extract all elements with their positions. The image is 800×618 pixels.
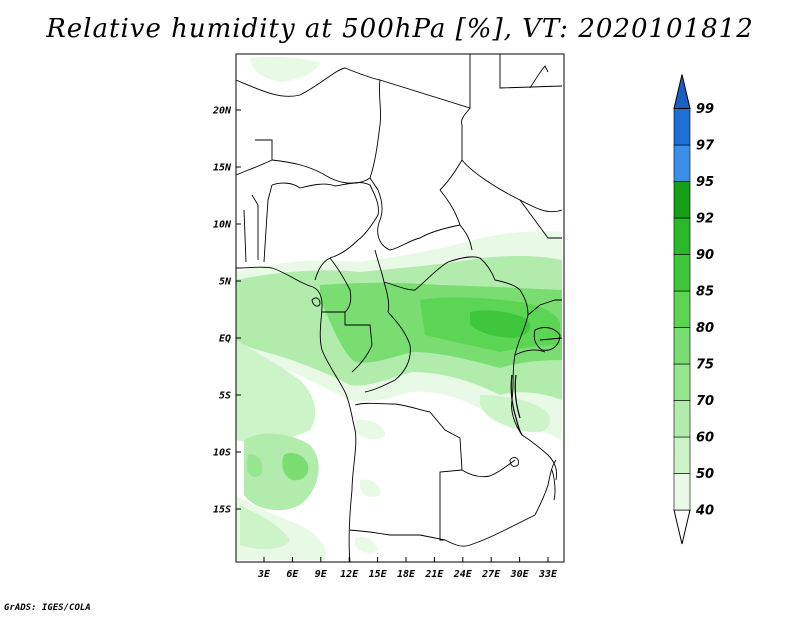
south-sparse-patch <box>355 419 385 440</box>
colorbar-segment <box>673 436 691 474</box>
lat-tick-label: 15N <box>213 163 232 174</box>
north-patch-outer <box>250 56 320 82</box>
map-frame <box>235 53 565 563</box>
colorbar-label: 90 <box>696 248 714 263</box>
longitude-ticks: 3E 6E 9E 12E 15E 18E 21E 24E 27E 30E 33E <box>257 557 558 580</box>
colorbar-label: 60 <box>696 431 714 446</box>
lat-tick-label: 5N <box>219 277 232 288</box>
southwest-humid-2 <box>240 505 290 550</box>
latitude-ticks: 20N 15N 10N 5N EQ 5S 10S 15S <box>212 106 241 516</box>
colorbar-label: 99 <box>696 102 714 117</box>
map-title: Relative humidity at 500hPa [%], VT: 202… <box>46 14 754 44</box>
colorbar: 40 50 60 70 75 80 85 90 92 95 97 99 <box>673 74 715 545</box>
lon-tick-label: 27E <box>481 569 501 580</box>
lon-tick-label: 9E <box>315 569 328 580</box>
colorbar-segment <box>673 181 691 219</box>
lat-tick-label: 5S <box>219 391 231 402</box>
southeast-patch <box>355 537 378 553</box>
colorbar-segment <box>673 108 691 146</box>
colorbar-label: 80 <box>696 321 714 336</box>
lon-tick-label: 30E <box>510 569 530 580</box>
atlantic-eddy-west <box>247 454 263 478</box>
country-borders <box>235 54 563 563</box>
lon-tick-label: 33E <box>538 569 558 580</box>
grads-credit: GrADS: IGES/COLA <box>4 603 91 613</box>
colorbar-segment <box>673 290 691 328</box>
colorbar-segment <box>673 254 691 292</box>
lon-tick-label: 24E <box>453 569 473 580</box>
colorbar-segment <box>673 327 691 365</box>
lat-tick-label: 20N <box>212 106 232 117</box>
lon-tick-label: 6E <box>286 569 299 580</box>
humidity-shading <box>236 56 562 560</box>
colorbar-segment <box>673 400 691 438</box>
colorbar-label: 85 <box>696 285 714 300</box>
colorbar-label: 40 <box>695 504 714 519</box>
lat-tick-label: EQ <box>219 334 231 345</box>
colorbar-min-arrow <box>673 509 691 545</box>
colorbar-label: 95 <box>696 175 714 190</box>
colorbar-max-arrow <box>673 74 691 109</box>
lon-tick-label: 3E <box>257 569 271 580</box>
lon-tick-label: 12E <box>340 569 359 580</box>
congo-core-max <box>470 310 531 338</box>
colorbar-segment <box>673 217 691 255</box>
atlantic-eddy-outer <box>244 433 319 511</box>
colorbar-segment <box>673 363 691 401</box>
lon-tick-label: 15E <box>369 569 388 580</box>
colorbar-label: 97 <box>696 139 715 154</box>
colorbar-segment <box>673 144 691 182</box>
southern-angola-patch <box>360 479 381 498</box>
lon-tick-label: 21E <box>424 569 444 580</box>
colorbar-label: 92 <box>696 212 714 227</box>
colorbar-label: 75 <box>696 358 714 373</box>
west-coast-humid <box>236 340 316 442</box>
lat-tick-label: 15S <box>213 505 231 516</box>
lon-tick-label: 18E <box>397 569 416 580</box>
colorbar-segment <box>673 473 691 511</box>
lat-tick-label: 10S <box>213 448 231 459</box>
lat-tick-label: 10N <box>213 220 232 231</box>
colorbar-label: 70 <box>696 394 714 409</box>
atlantic-eddy-inner <box>282 453 309 481</box>
colorbar-label: 50 <box>696 467 714 482</box>
